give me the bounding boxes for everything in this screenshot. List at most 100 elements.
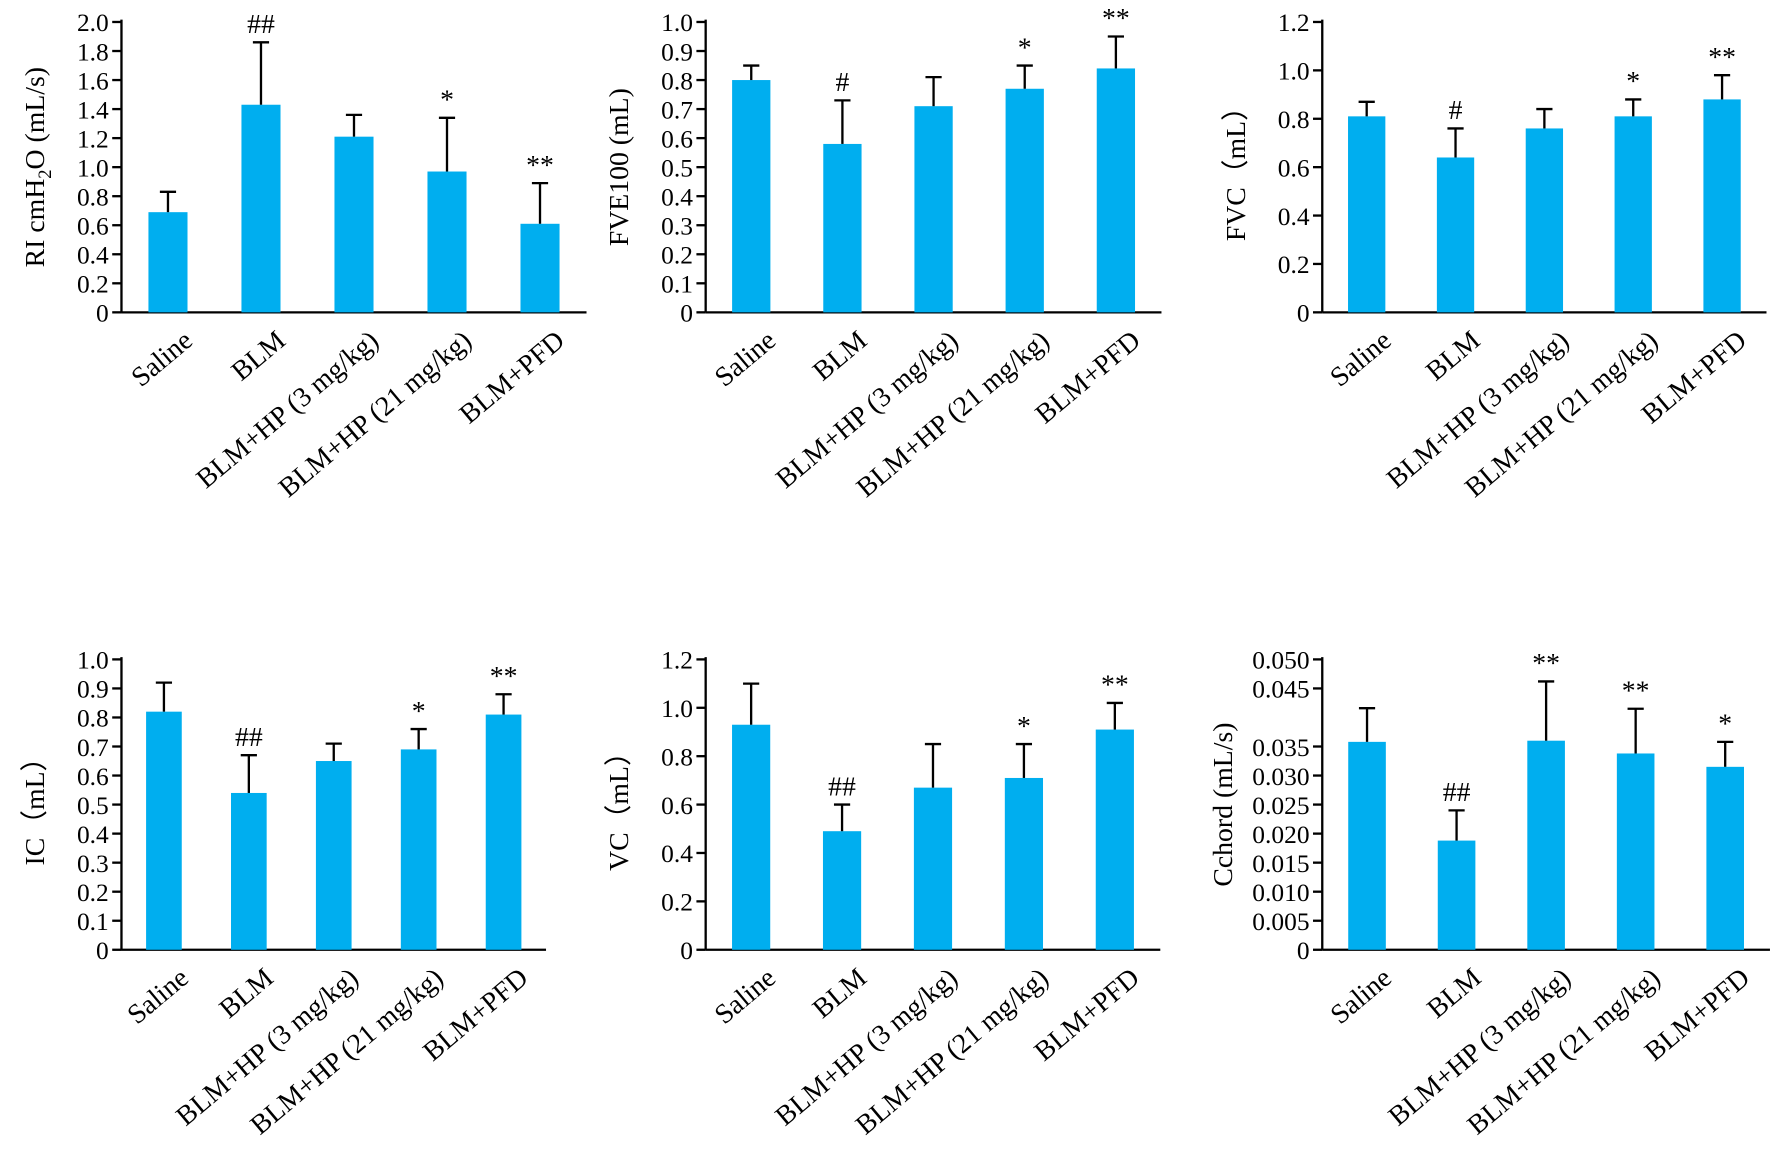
bar-1 bbox=[1348, 741, 1386, 950]
y-tick-label: 0.4 bbox=[661, 182, 693, 211]
y-tick-label: 0.9 bbox=[661, 37, 693, 66]
y-tick-label: 0.3 bbox=[77, 849, 109, 878]
y-axis-title: FVE100 (mL) bbox=[604, 88, 635, 246]
y-tick-label: 0.6 bbox=[1278, 153, 1310, 182]
bar-5 bbox=[1706, 766, 1744, 950]
bar-5 bbox=[520, 223, 560, 313]
y-tick-label: 1.0 bbox=[661, 694, 693, 723]
significance-mark: * bbox=[1017, 711, 1031, 742]
significance-mark: ## bbox=[247, 9, 275, 40]
bar-3 bbox=[913, 787, 953, 950]
y-tick-label: 0.4 bbox=[77, 820, 109, 849]
significance-mark: * bbox=[440, 85, 454, 116]
chart-panel-1: 00.20.40.60.81.01.21.41.61.82.0 RI cmH2O … bbox=[20, 8, 587, 504]
y-tick-label: 0.050 bbox=[1252, 646, 1309, 675]
y-tick-label: 0.4 bbox=[661, 839, 693, 868]
bar-4 bbox=[400, 749, 437, 950]
bar-3 bbox=[914, 106, 953, 313]
y-tick-label: 0.030 bbox=[1252, 762, 1309, 791]
y-tick-label: 0.035 bbox=[1252, 733, 1309, 762]
category-label: BLM bbox=[214, 962, 280, 1024]
y-tick-label: 0 bbox=[1297, 299, 1310, 328]
significance-mark: ## bbox=[235, 722, 263, 753]
bar-3 bbox=[315, 761, 352, 950]
significance-mark: ** bbox=[490, 661, 518, 692]
y-tick-label: 0.045 bbox=[1252, 675, 1309, 704]
y-tick-label: 2.0 bbox=[77, 8, 109, 37]
category-label: BLM bbox=[807, 325, 873, 387]
category-label: Saline bbox=[1324, 325, 1397, 393]
bar-3 bbox=[334, 136, 374, 313]
y-tick-label: 0.1 bbox=[661, 270, 693, 299]
y-axis-title: RI cmH2O (mL/s) bbox=[20, 67, 56, 267]
significance-mark: * bbox=[1626, 66, 1640, 97]
bar-1 bbox=[732, 80, 771, 313]
bar-4 bbox=[1004, 777, 1044, 950]
category-label: BLM bbox=[1420, 325, 1486, 387]
bar-2 bbox=[823, 143, 862, 313]
significance-mark: * bbox=[1718, 709, 1732, 740]
y-tick-label: 0.020 bbox=[1252, 820, 1309, 849]
bar-4 bbox=[1614, 116, 1652, 313]
y-tick-label: 0.8 bbox=[77, 704, 109, 733]
y-tick-label: 0.8 bbox=[661, 742, 693, 771]
significance-mark: ** bbox=[526, 150, 554, 181]
bar-2 bbox=[1437, 840, 1476, 950]
y-tick-label: 0.005 bbox=[1252, 907, 1309, 936]
bar-2 bbox=[241, 104, 281, 313]
chart-panel-3: 00.20.40.60.81.01.2FVC（mL）Saline#BLMBLM+… bbox=[1221, 8, 1767, 504]
category-label: Saline bbox=[709, 325, 782, 393]
chart-panel-5: 00.20.40.60.81.01.2VC（mL）Saline##BLMBLM+… bbox=[604, 646, 1161, 1141]
bar-2 bbox=[1436, 157, 1475, 313]
y-tick-label: 1.0 bbox=[661, 8, 693, 37]
bar-4 bbox=[1005, 88, 1044, 313]
significance-mark: ## bbox=[1443, 777, 1471, 808]
bar-2 bbox=[822, 831, 862, 950]
y-tick-label: 0.2 bbox=[661, 888, 693, 917]
y-tick-label: 0 bbox=[1297, 936, 1310, 965]
significance-mark: ** bbox=[1532, 648, 1560, 679]
significance-mark: ** bbox=[1708, 42, 1736, 73]
y-tick-label: 0.4 bbox=[1278, 202, 1310, 231]
significance-mark: # bbox=[835, 67, 849, 98]
significance-mark: * bbox=[1018, 32, 1032, 63]
y-tick-label: 0.2 bbox=[77, 270, 109, 299]
y-tick-label: 0.6 bbox=[661, 791, 693, 820]
significance-mark: ** bbox=[1622, 676, 1650, 707]
y-tick-label: 0.6 bbox=[77, 762, 109, 791]
y-tick-label: 0.010 bbox=[1252, 878, 1309, 907]
y-tick-label: 0.8 bbox=[77, 182, 109, 211]
y-axis-title: VC（mL） bbox=[604, 738, 635, 871]
bar-5 bbox=[1096, 68, 1136, 313]
y-tick-label: 0.2 bbox=[661, 241, 693, 270]
bar-4 bbox=[1616, 753, 1655, 950]
y-tick-label: 0.8 bbox=[1278, 105, 1310, 134]
significance-mark: ** bbox=[1101, 670, 1129, 701]
y-tick-label: 0.3 bbox=[661, 211, 693, 240]
category-label: BLM bbox=[226, 325, 292, 387]
y-tick-label: 1.8 bbox=[77, 37, 109, 66]
y-tick-label: 0 bbox=[680, 936, 693, 965]
significance-mark: * bbox=[412, 696, 426, 727]
significance-mark: # bbox=[1449, 95, 1463, 126]
y-tick-label: 0.2 bbox=[1278, 250, 1310, 279]
y-tick-label: 0.8 bbox=[661, 66, 693, 95]
y-tick-label: 1.6 bbox=[77, 66, 109, 95]
category-label: Saline bbox=[1325, 962, 1398, 1030]
category-label: BLM bbox=[1421, 962, 1487, 1024]
y-tick-label: 0.015 bbox=[1252, 849, 1309, 878]
y-tick-label: 0 bbox=[96, 936, 109, 965]
bar-5 bbox=[1703, 99, 1741, 313]
y-tick-label: 1.2 bbox=[661, 646, 693, 675]
y-tick-label: 1.4 bbox=[77, 95, 109, 124]
y-tick-label: 0.5 bbox=[661, 153, 693, 182]
y-tick-label: 0.6 bbox=[77, 211, 109, 240]
y-tick-label: 1.0 bbox=[77, 646, 109, 675]
category-label: Saline bbox=[126, 325, 199, 393]
bar-1 bbox=[148, 212, 188, 313]
significance-mark: ## bbox=[828, 771, 856, 802]
y-tick-label: 0.2 bbox=[77, 878, 109, 907]
y-tick-label: 0.5 bbox=[77, 791, 109, 820]
